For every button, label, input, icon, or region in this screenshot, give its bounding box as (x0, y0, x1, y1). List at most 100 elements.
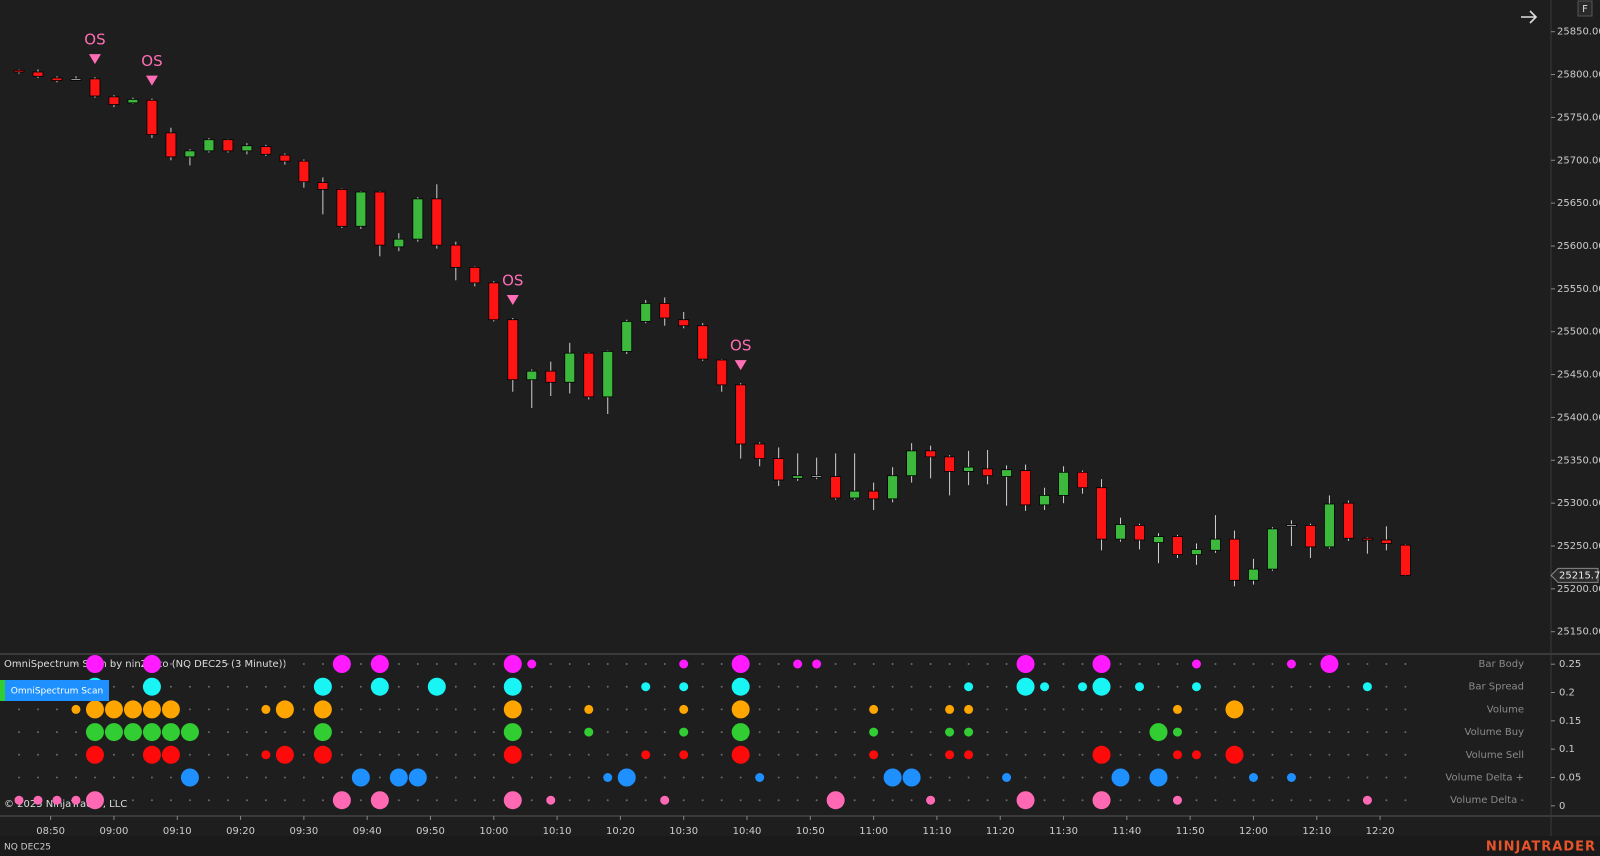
scan-dot (359, 663, 362, 665)
scan-dot (74, 776, 77, 779)
scan-button-stripe[interactable] (0, 680, 5, 701)
scan-dot (359, 731, 362, 734)
scan-dot (872, 776, 875, 779)
scan-dot (606, 799, 609, 802)
scan-dot (1366, 731, 1369, 734)
scan-dot (945, 750, 955, 760)
x-tick-label: 11:30 (1049, 826, 1078, 837)
scan-dot (679, 659, 689, 669)
scan-button[interactable] (5, 680, 109, 701)
scan-dot (370, 655, 389, 673)
scan-dot (1081, 731, 1084, 734)
scan-dot (397, 708, 400, 711)
scan-dot (701, 799, 704, 802)
scan-dot (1062, 753, 1065, 756)
scan-dot (359, 708, 362, 711)
scroll-arrow[interactable] (1521, 10, 1538, 24)
y-tick-label: 25300.00 (1557, 498, 1600, 509)
scan-dot (731, 745, 750, 764)
status-bar (0, 836, 1600, 856)
scan-dot (584, 704, 594, 714)
candle-body (678, 319, 690, 327)
scan-dot (964, 704, 974, 714)
scan-dot (853, 753, 856, 756)
scan-dot (283, 799, 286, 802)
scan-dot (1233, 731, 1236, 734)
scan-dot (663, 685, 666, 688)
scan-dot (313, 700, 332, 719)
scan-dot (1233, 776, 1236, 779)
scan-dot (226, 799, 229, 802)
scan-dot (1271, 753, 1274, 756)
scan-dot (660, 795, 670, 805)
scan-dot (1176, 685, 1179, 688)
scan-dot (74, 731, 77, 734)
scan-dot (503, 655, 522, 673)
scan-dot (1404, 776, 1407, 779)
scan-dot (641, 750, 651, 760)
os-marker (734, 360, 747, 371)
candle-body (450, 244, 462, 268)
scan-dot (1119, 799, 1122, 802)
candle-body (1210, 538, 1221, 551)
scan-dot (1252, 708, 1255, 711)
scan-dot (701, 776, 704, 779)
scan-dot (1005, 799, 1008, 802)
scan-dot (416, 663, 419, 665)
scan-dot (731, 655, 750, 673)
corner-button-box[interactable] (1577, 0, 1593, 17)
scan-dot (549, 708, 552, 711)
x-tick-label: 10:50 (796, 826, 825, 837)
os-marker (506, 295, 519, 305)
scan-dot (180, 768, 199, 787)
scan-dot (1214, 708, 1217, 711)
scan-dot (123, 723, 142, 742)
scan-dot (853, 663, 856, 665)
scan-dot (1286, 773, 1296, 782)
scan-dot (454, 731, 457, 734)
x-tick-label: 12:10 (1302, 826, 1331, 837)
scan-dot (986, 663, 989, 665)
scan-button-label[interactable]: OmniSpectrum Scan (11, 687, 103, 697)
x-tick-label: 10:00 (479, 826, 508, 837)
scan-dot (1404, 663, 1407, 665)
scan-dot (891, 663, 894, 665)
scan-dot (435, 731, 438, 734)
scan-dot (36, 753, 39, 756)
scan-dot (340, 776, 343, 779)
scan-dot (986, 708, 989, 711)
candle-body (640, 303, 652, 322)
scan-dot (1233, 799, 1236, 802)
corner-button[interactable]: F (1582, 4, 1588, 15)
scan-dot (1225, 745, 1244, 764)
scan-dot (1347, 708, 1350, 711)
candle-body (298, 160, 310, 183)
scan-dot (891, 731, 894, 734)
scan-dot (473, 799, 476, 802)
scan-dot (261, 704, 271, 714)
scan-dot (1404, 753, 1407, 756)
scan-dot (1385, 663, 1388, 665)
scan-dot (1191, 659, 1201, 669)
scan-dot (161, 700, 180, 719)
scan-dot (625, 799, 628, 802)
scan-dot (530, 776, 533, 779)
scan-dot (142, 677, 161, 696)
scan-dot (131, 799, 134, 802)
scan-dot (701, 663, 704, 665)
scan-dot (245, 708, 248, 711)
scan-dot (378, 708, 381, 711)
scan-dot (1385, 753, 1388, 756)
scan-dot (55, 753, 58, 756)
candle-body (1058, 471, 1069, 496)
os-label: OS (141, 52, 162, 70)
scan-dot (1043, 663, 1046, 665)
scan-dot (332, 655, 351, 673)
y-tick-label: 0.25 (1559, 659, 1581, 670)
scan-dot (869, 727, 879, 737)
scan-dot (701, 685, 704, 688)
scan-dot (245, 776, 248, 779)
candle-body (1305, 525, 1316, 548)
scan-dot (603, 773, 613, 782)
scan-dot (473, 753, 476, 756)
